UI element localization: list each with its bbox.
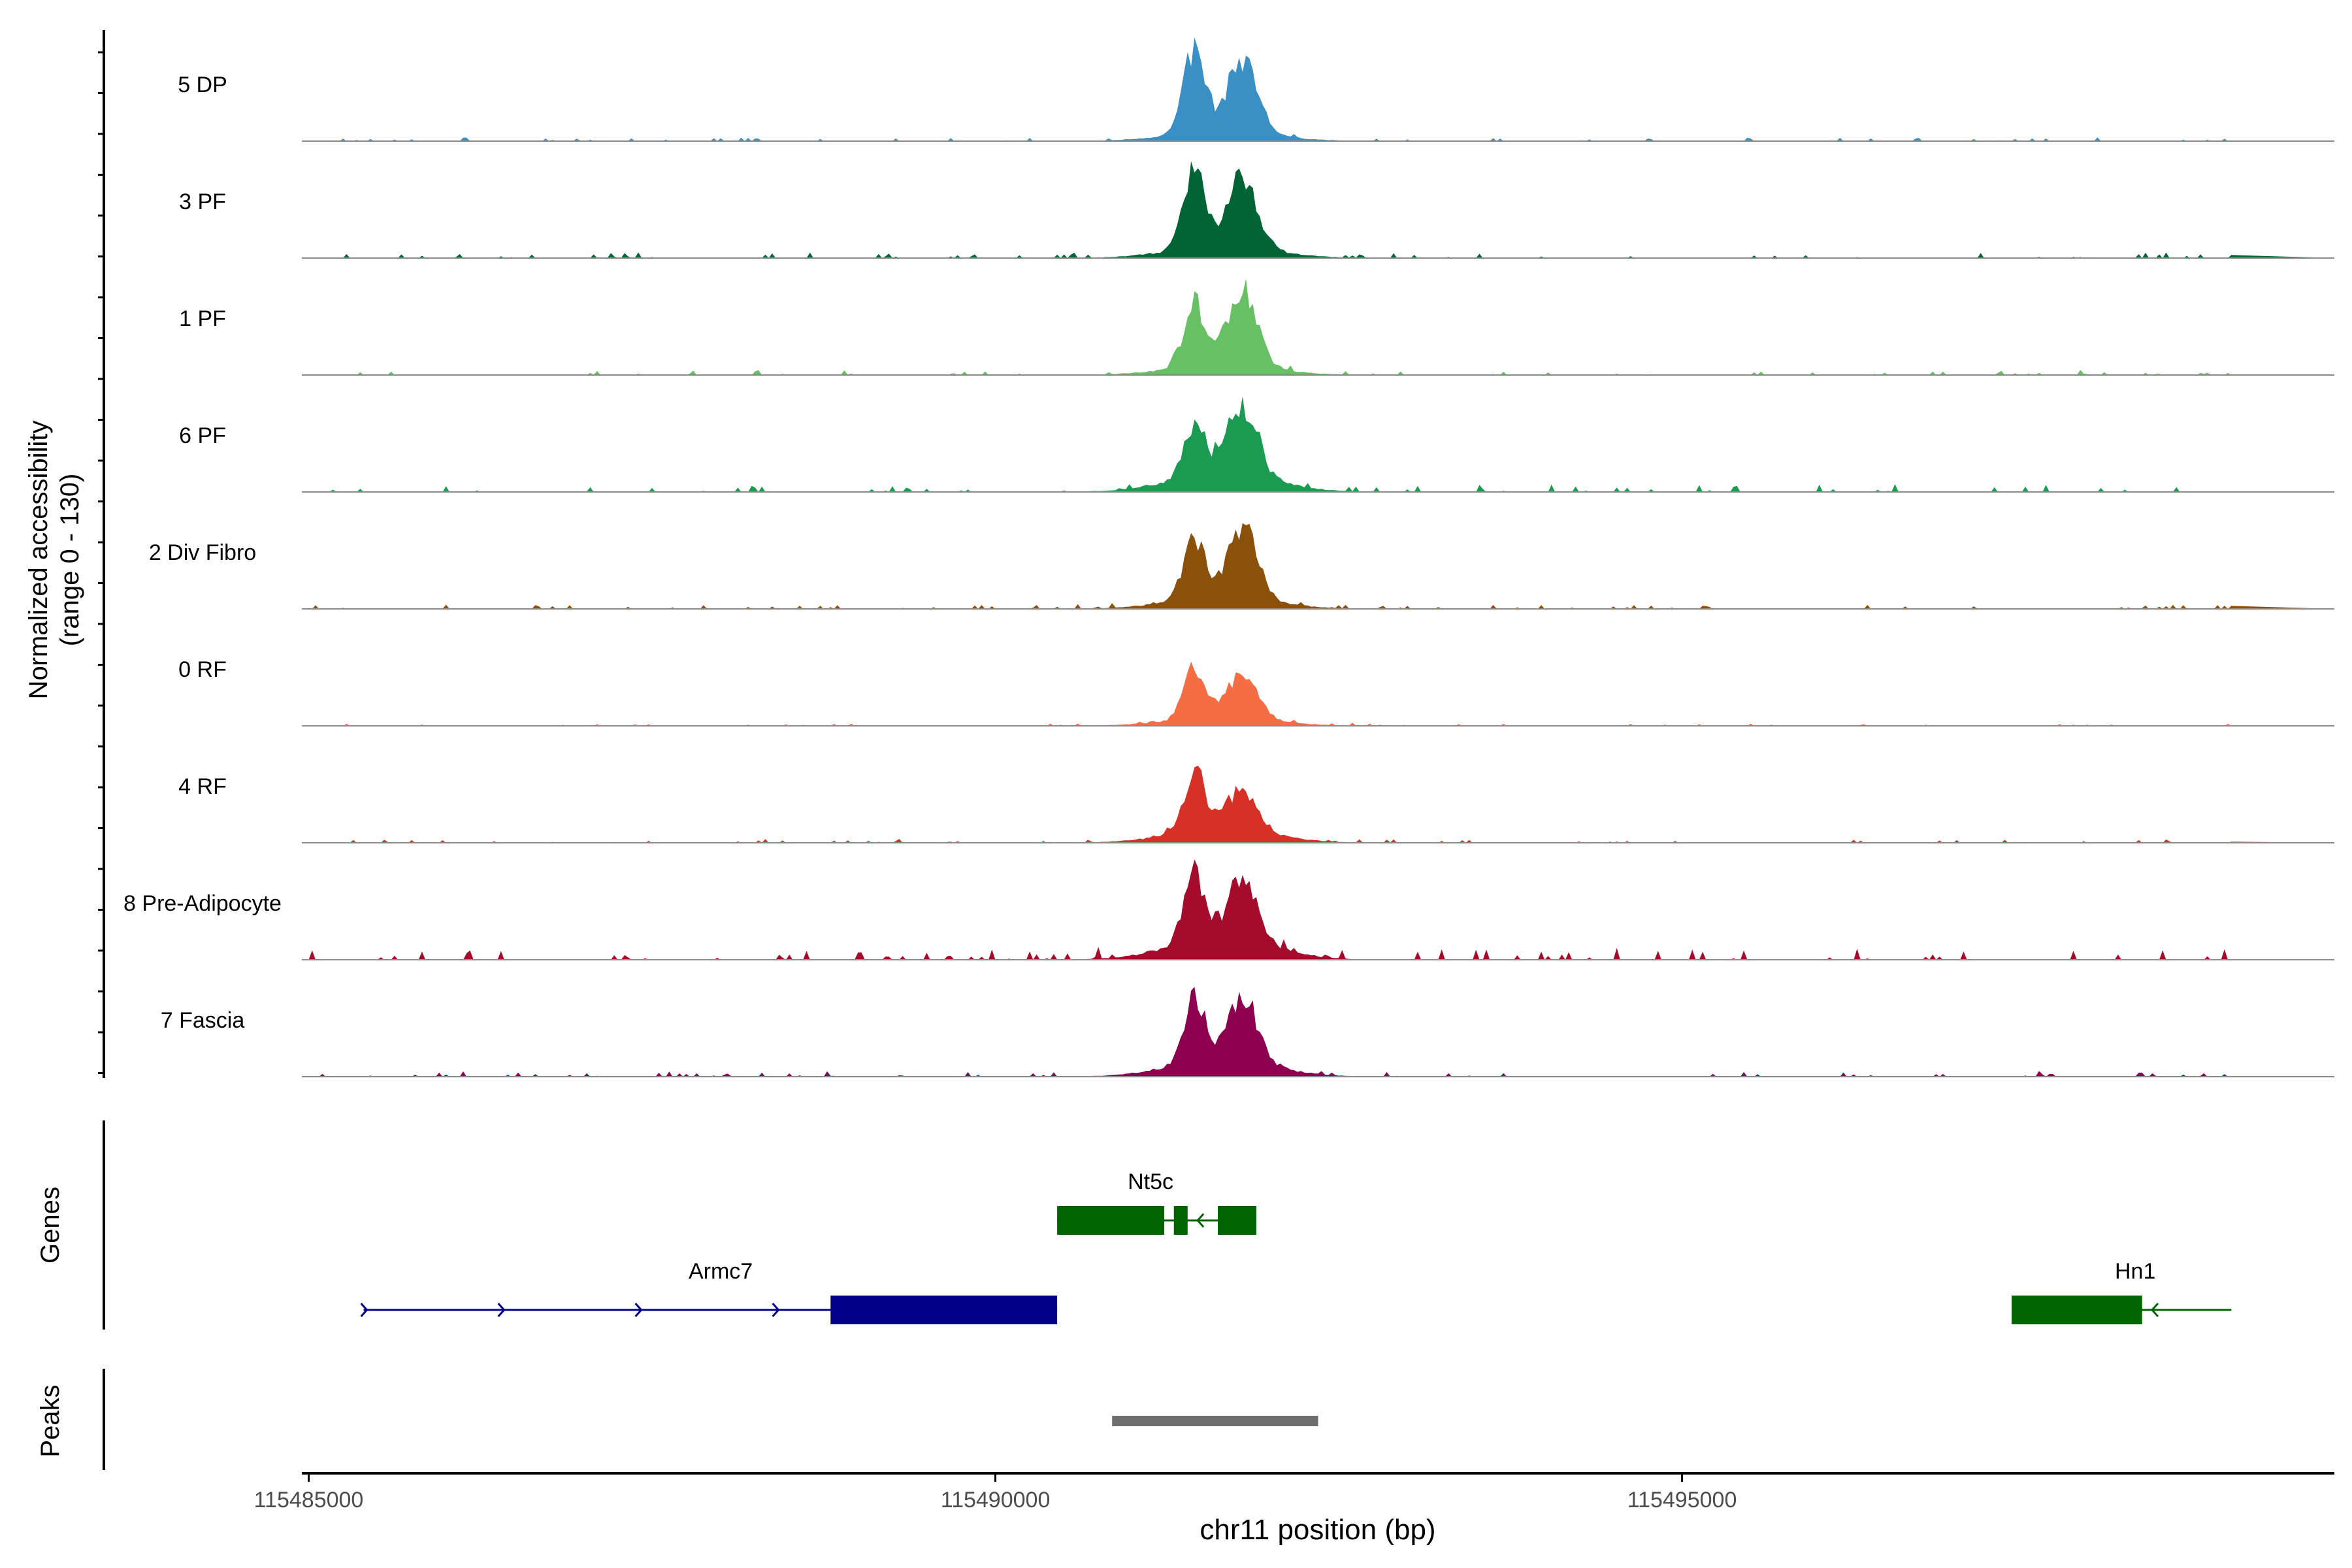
track-label: 0 RF [178,657,227,682]
gene-exon [830,1296,1058,1324]
coverage-y-ticks [98,51,104,1074]
peak-annotations [1112,1416,1318,1426]
x-tick-label: 115490000 [941,1488,1051,1512]
x-axis-label: chr11 position (bp) [1200,1514,1435,1546]
gene-exon [1173,1206,1188,1235]
coverage-tracks: 5 DP 3 PF 1 PF 6 PF 2 Div Fibro 0 RF 4 RF 8 Pre… [123,37,2334,1077]
strand-chevron [360,1302,368,1318]
gene-label: Hn1 [2115,1259,2155,1284]
coverage-area-track-7 [302,859,2334,960]
strand-chevron [2151,1302,2159,1318]
gene-exon [1057,1206,1165,1235]
x-tick-label: 115495000 [1627,1488,1737,1512]
track-label: 5 DP [178,73,227,97]
track-label: 2 Div Fibro [149,540,256,565]
peaks-panel-label: Peaks [36,1384,65,1457]
coverage-area-track-2 [302,278,2334,375]
track-label: 7 Fascia [161,1008,245,1033]
track-label: 8 Pre-Adipocyte [123,891,282,916]
coverage-area-track-3 [302,396,2334,492]
gene-annotations: Nt5c Armc7 Hn1 [360,1169,2232,1324]
track-label: 6 PF [179,423,226,448]
coverage-area-track-4 [302,523,2334,609]
coverage-area-track-5 [302,661,2334,726]
track-label: 3 PF [179,189,226,214]
x-axis-ticks: 115485000 115490000 115495000 [254,1473,1737,1512]
coverage-area-track-8 [302,987,2334,1077]
gene-label: Nt5c [1128,1169,1173,1194]
track-label: 4 RF [178,774,227,799]
coverage-area-track-1 [302,161,2334,258]
strand-chevron [772,1302,780,1318]
x-tick-label: 115485000 [254,1488,364,1512]
coverage-area-track-0 [302,37,2334,142]
gene-label: Armc7 [689,1259,753,1284]
strand-chevron [634,1302,643,1318]
strand-chevron [1196,1213,1205,1228]
genes-panel-label: Genes [36,1186,65,1264]
gene-exon [2012,1296,2142,1324]
gene-exon [1218,1206,1256,1235]
track-label: 1 PF [179,306,226,331]
y-axis-label-line2: (range 0 - 130) [56,474,84,647]
strand-chevron [497,1302,506,1318]
y-axis-label-line1: Normalized accessibility [24,421,53,700]
peak-bar [1112,1416,1318,1426]
coverage-area-track-6 [302,766,2334,843]
